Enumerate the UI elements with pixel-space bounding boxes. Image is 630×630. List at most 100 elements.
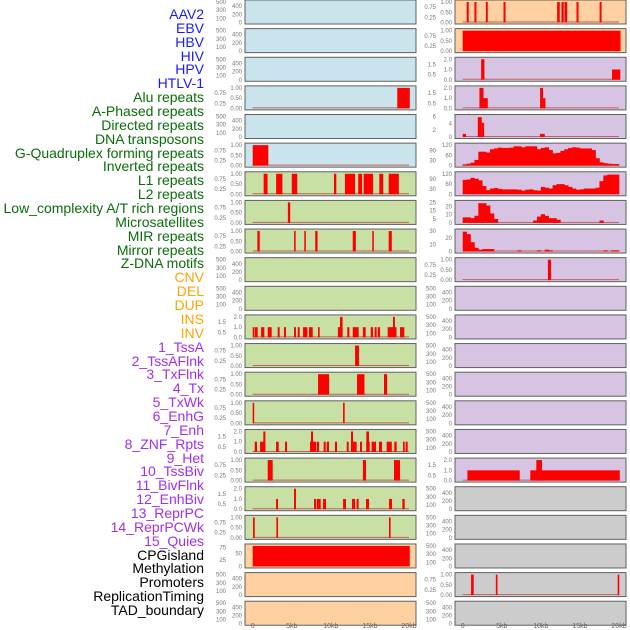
data-bar <box>543 98 546 109</box>
data-bar <box>366 498 369 510</box>
data-bar <box>611 250 616 252</box>
track-panel: 0.00 0.25 0.50 0.75 1.00 <box>214 171 417 198</box>
track-panel: 0.00 0.25 0.50 0.75 1.00 <box>214 514 417 542</box>
y-tick-label: 0.00 <box>230 106 242 112</box>
data-bar <box>252 145 269 166</box>
data-bar <box>482 151 487 166</box>
y-tick-label: 0 <box>239 278 243 284</box>
track-panel: 0.00 0.25 0.50 0.75 1.00 <box>424 28 627 55</box>
data-bar <box>261 327 265 338</box>
track-panel: 0.00 0.25 0.50 0.75 1.00 <box>214 400 417 427</box>
y-tick-label: 0.75 <box>214 91 226 97</box>
data-bar <box>517 250 522 252</box>
data-bar <box>525 189 530 195</box>
x-tick-label: 0 <box>251 623 255 630</box>
track-panel: 0.00 0.25 0.50 0.75 1.00 <box>214 142 417 170</box>
data-bar <box>607 174 612 195</box>
y-tick-label: 0.25 <box>424 44 436 50</box>
track-label: 13_ReprPC <box>130 504 204 521</box>
data-bar <box>495 574 498 596</box>
y-tick-label: 0.0 <box>444 479 453 485</box>
data-bar <box>482 249 487 252</box>
y-tick-label: 1.00 <box>230 515 242 521</box>
data-bar <box>462 164 467 166</box>
y-tick-label: 500 <box>426 401 437 407</box>
panel-background <box>454 400 627 426</box>
data-bar <box>561 2 564 23</box>
data-bar <box>474 247 479 252</box>
y-tick-label: 300 <box>426 495 437 501</box>
data-bar <box>595 158 600 166</box>
y-tick-label: 2.0 <box>444 57 453 63</box>
y-tick-label: 200 <box>442 556 453 562</box>
track-panel: 0.00 0.25 0.50 0.75 1.00 <box>214 457 417 485</box>
data-bar <box>576 147 581 166</box>
data-bar <box>260 441 266 452</box>
y-tick-label: 400 <box>232 119 243 125</box>
y-tick-label: 0.00 <box>440 278 452 284</box>
data-bar <box>466 217 471 223</box>
track-panel: 0.00 0.25 0.50 0.75 1.00 <box>214 228 417 256</box>
x-tick-label: 10kb <box>323 623 338 630</box>
y-tick-label: 0 <box>449 335 453 341</box>
track-label: Methylation <box>132 560 204 577</box>
data-bar <box>583 148 589 166</box>
data-bar <box>540 214 546 223</box>
data-bar <box>544 249 549 252</box>
y-tick-label: 0 <box>239 135 243 141</box>
track-panel: 0 25 50 75 <box>219 543 417 570</box>
y-tick-label: 0.5 <box>428 73 437 79</box>
data-bar <box>366 431 369 452</box>
y-tick-label: 100 <box>426 532 437 538</box>
y-tick-label: 200 <box>232 614 243 620</box>
y-tick-label: 0.50 <box>230 96 242 102</box>
data-bar <box>470 177 475 195</box>
data-bar <box>466 234 471 252</box>
data-bar <box>317 441 320 452</box>
data-bar <box>603 163 608 166</box>
data-bar <box>393 460 401 481</box>
data-bar <box>599 162 604 166</box>
data-bar <box>536 216 542 223</box>
data-bar <box>477 117 482 138</box>
panel-background <box>454 343 627 369</box>
y-tick-label: 200 <box>442 384 453 390</box>
data-bar <box>611 174 616 195</box>
y-tick-label: 0.50 <box>230 211 242 217</box>
y-tick-label: 100 <box>216 45 227 51</box>
y-tick-label: 0.75 <box>214 148 226 154</box>
y-tick-label: 400 <box>442 519 453 525</box>
y-tick-label: 1.5 <box>218 435 227 441</box>
y-tick-label: 500 <box>426 344 437 350</box>
track-panel: 0.0 0.5 1.0 1.5 2.0 <box>218 486 417 513</box>
y-tick-label: 0.00 <box>230 221 242 227</box>
panel-background <box>244 28 417 54</box>
data-bar <box>478 180 483 195</box>
data-bar <box>591 150 596 166</box>
y-tick-label: 0.25 <box>214 159 226 165</box>
x-tick-label: 0 <box>461 623 465 630</box>
y-tick-label: 400 <box>442 405 453 411</box>
data-bar <box>552 218 557 223</box>
panel-background <box>244 142 417 168</box>
y-tick-label: 300 <box>426 609 437 615</box>
y-tick-label: 0.25 <box>424 273 436 279</box>
track-label: L1 repeats <box>137 172 204 189</box>
data-bar <box>318 374 330 395</box>
panel-background <box>244 85 417 111</box>
y-tick-label: 300 <box>426 409 437 415</box>
y-tick-label: 0.25 <box>424 15 436 21</box>
panel-background <box>244 371 417 397</box>
x-tick-label: 5kb <box>286 623 297 630</box>
data-bar <box>486 152 491 166</box>
data-bar <box>474 2 477 23</box>
data-bar <box>611 164 616 166</box>
data-bar <box>466 179 471 195</box>
data-bar <box>603 175 608 195</box>
y-tick-label: 500 <box>216 29 227 35</box>
y-tick-label: 0.5 <box>428 473 437 479</box>
x-tick-label: 20kb <box>611 623 626 630</box>
track-panel: 0.00 0.25 0.50 0.75 1.00 <box>424 572 627 599</box>
y-tick-label: 1.00 <box>230 172 242 178</box>
data-bar <box>402 498 405 510</box>
